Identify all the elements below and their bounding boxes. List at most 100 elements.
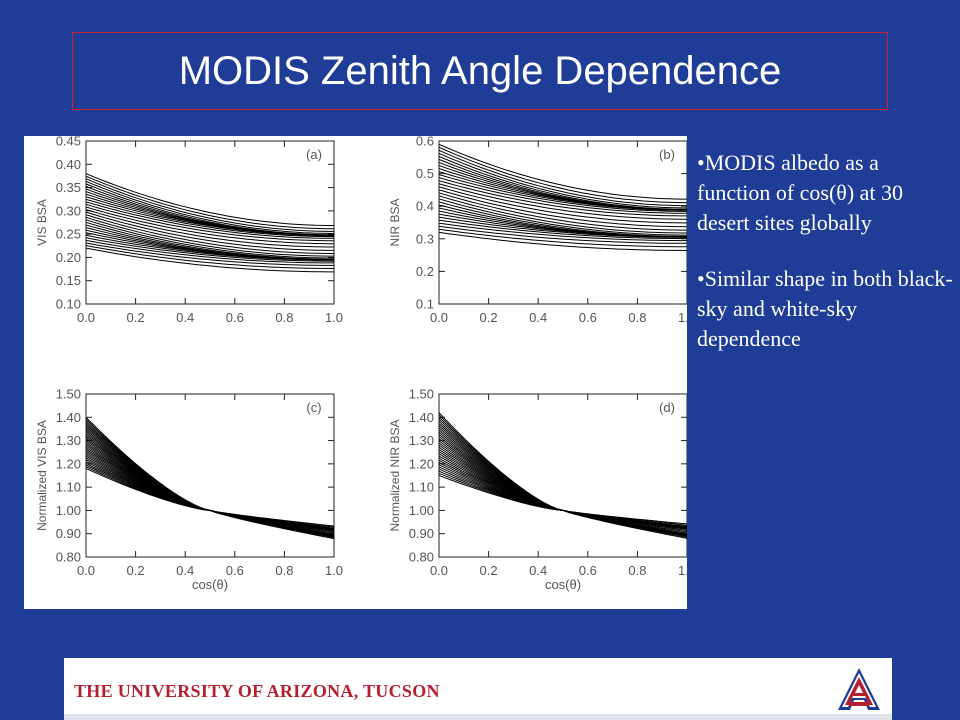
series-line: [86, 180, 334, 234]
series-line: [439, 152, 687, 209]
series-line: [439, 189, 687, 228]
series-line: [86, 203, 334, 242]
y-tick-label: 1.50: [56, 387, 81, 402]
series-line: [86, 185, 334, 236]
x-axis-label: cos(θ): [192, 577, 228, 592]
x-tick-label: 0.2: [127, 563, 145, 578]
x-tick-label: 0.0: [430, 310, 448, 325]
y-tick-label: 1.40: [56, 410, 81, 425]
x-tick-label: 0.4: [529, 563, 547, 578]
y-tick-label: 0.80: [409, 550, 434, 565]
panel-label: (c): [306, 400, 321, 415]
series-line: [86, 178, 334, 232]
plot-frame: [438, 140, 687, 305]
y-tick-label: 1.00: [56, 503, 81, 518]
y-tick-label: 0.3: [416, 231, 434, 246]
series-line: [439, 429, 687, 537]
panel-label: (a): [306, 147, 322, 162]
y-tick-label: 0.1: [416, 297, 434, 312]
series-line: [86, 245, 334, 269]
x-axis-label: cos(θ): [545, 577, 581, 592]
series-line: [439, 195, 687, 234]
curve-group: [86, 173, 334, 273]
y-axis-label: Normalized NIR BSA: [388, 419, 402, 531]
series-line: [86, 214, 334, 254]
series-line: [439, 158, 687, 211]
footer-banner: THE UNIVERSITY OF ARIZONA, TUCSON: [64, 658, 892, 720]
series-line: [86, 436, 334, 537]
y-tick-label: 1.20: [409, 456, 434, 471]
x-tick-label: 0.2: [480, 310, 498, 325]
series-line: [439, 427, 687, 536]
series-line: [86, 216, 334, 257]
y-tick-label: 0.10: [56, 297, 81, 312]
series-line: [439, 146, 687, 204]
series-line: [439, 183, 687, 220]
footer-band: [64, 714, 892, 720]
y-tick-label: 0.5: [416, 166, 434, 181]
x-tick-label: 0.0: [77, 563, 95, 578]
x-tick-label: 0.0: [77, 310, 95, 325]
series-line: [86, 434, 334, 537]
x-tick-label: 0.4: [176, 563, 194, 578]
series-line: [439, 219, 687, 240]
series-line: [86, 173, 334, 226]
y-tick-label: 0.90: [56, 526, 81, 541]
y-tick-label: 0.40: [56, 157, 81, 172]
x-tick-label: 0.8: [275, 563, 293, 578]
series-line: [439, 475, 687, 525]
series-line: [439, 192, 687, 231]
y-tick-label: 1.10: [409, 480, 434, 495]
series-line: [439, 228, 687, 248]
series-line: [439, 180, 687, 217]
series-line: [86, 242, 334, 266]
bullet-list: •MODIS albedo as a function of cos(θ) at…: [697, 148, 955, 380]
x-tick-label: 1.0: [678, 310, 687, 325]
series-line: [86, 175, 334, 230]
curve-group: [439, 412, 687, 539]
panel-label: (d): [659, 400, 675, 415]
series-line: [86, 234, 334, 261]
x-tick-label: 0.2: [127, 310, 145, 325]
y-tick-label: 0.25: [56, 227, 81, 242]
y-tick-label: 1.20: [56, 456, 81, 471]
series-line: [86, 206, 334, 245]
title-box: MODIS Zenith Angle Dependence: [72, 32, 888, 110]
series-line: [86, 183, 334, 236]
curve-group: [439, 143, 687, 251]
x-tick-label: 0.8: [628, 563, 646, 578]
y-tick-label: 0.20: [56, 250, 81, 265]
chart-svg: 0.0 0.2 0.4 0.6 0.8 1.0 0.45 0.40 0.35 0.30 0.25 0.…: [35, 136, 687, 592]
series-line: [86, 211, 334, 251]
curve-group: [86, 416, 334, 540]
figure-panels: 0.0 0.2 0.4 0.6 0.8 1.0 0.45 0.40 0.35 0.30 0.25 0.…: [24, 136, 687, 609]
x-tick-label: 0.6: [226, 563, 244, 578]
series-line: [86, 201, 334, 239]
x-tick-label: 0.8: [275, 310, 293, 325]
series-line: [86, 221, 334, 260]
series-line: [86, 247, 334, 273]
series-line: [86, 224, 334, 261]
series-line: [439, 198, 687, 236]
slide-title: MODIS Zenith Angle Dependence: [178, 48, 782, 93]
y-tick-label: 1.30: [409, 433, 434, 448]
x-tick-label: 0.2: [480, 563, 498, 578]
x-tick-label: 1.0: [325, 563, 343, 578]
series-line: [439, 222, 687, 242]
series-line: [86, 209, 334, 248]
x-tick-label: 1.0: [325, 310, 343, 325]
y-axis-label: VIS BSA: [35, 199, 49, 246]
y-tick-label: 0.30: [56, 203, 81, 218]
series-line: [439, 177, 687, 214]
x-tick-label: 0.4: [529, 310, 547, 325]
series-line: [439, 174, 687, 212]
y-tick-label: 0.35: [56, 180, 81, 195]
y-tick-label: 0.6: [416, 136, 434, 149]
series-line: [439, 412, 687, 539]
x-tick-label: 0.8: [628, 310, 646, 325]
bullet-item: •Similar shape in both black-sky and whi…: [697, 266, 953, 351]
x-tick-label: 0.6: [226, 310, 244, 325]
y-tick-label: 0.80: [56, 550, 81, 565]
y-tick-label: 1.40: [409, 410, 434, 425]
series-line: [439, 455, 687, 528]
